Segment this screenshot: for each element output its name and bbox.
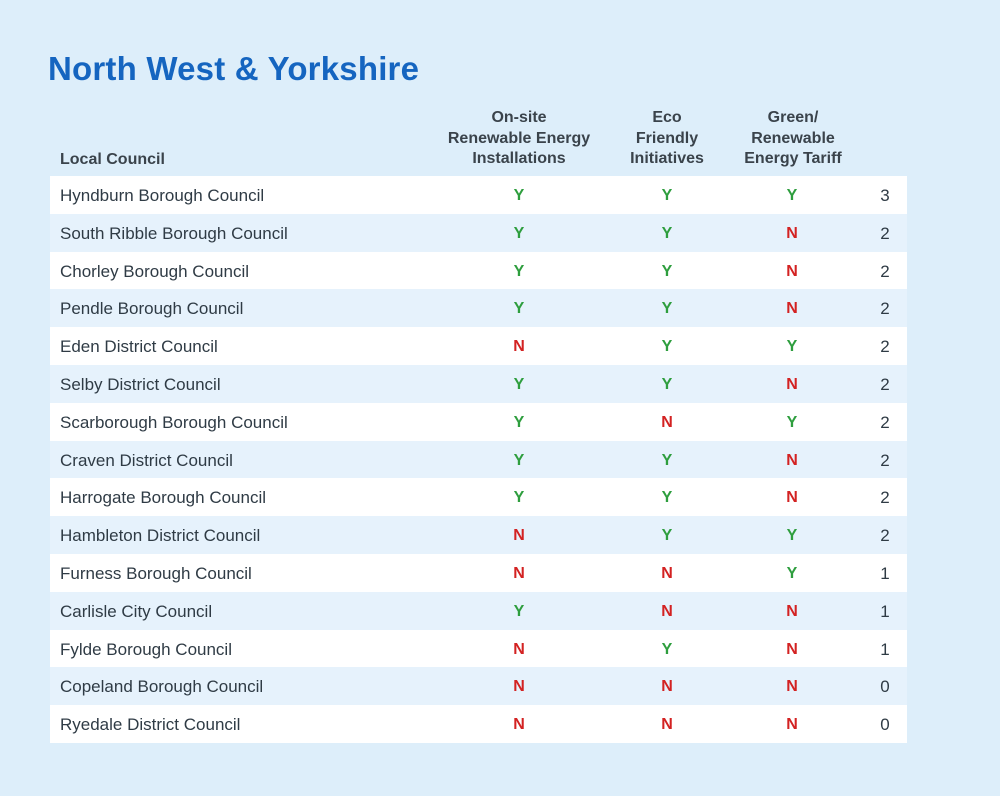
onsite-indicator: N <box>513 640 525 658</box>
council-score: 2 <box>880 488 890 508</box>
table-row: Scarborough Borough Council Y N Y 2 <box>50 402 907 441</box>
green-indicator: Y <box>786 338 798 356</box>
table-row: Craven District Council Y Y N 2 <box>50 440 907 479</box>
green-indicator: N <box>786 262 798 280</box>
green-indicator: N <box>786 716 798 734</box>
council-name: Ryedale District Council <box>60 715 241 735</box>
onsite-indicator: N <box>513 564 525 582</box>
council-score: 2 <box>880 374 890 394</box>
council-score: 0 <box>880 715 890 735</box>
green-indicator: Y <box>786 187 798 204</box>
table-row: Eden District Council N Y Y 2 <box>50 327 907 365</box>
eco-indicator: Y <box>661 640 673 658</box>
green-indicator: N <box>786 375 798 393</box>
eco-indicator: Y <box>661 262 673 280</box>
table-row: Copeland Borough Council N N N 0 <box>50 667 907 706</box>
table-row: Selby District Council Y Y N 2 <box>50 364 907 403</box>
onsite-indicator: N <box>513 678 525 696</box>
council-score: 2 <box>880 526 890 546</box>
eco-indicator: Y <box>661 300 673 318</box>
council-name: Pendle Borough Council <box>60 299 244 319</box>
council-table: Hyndburn Borough Council Y Y Y 3 South Ribble… <box>50 176 907 743</box>
onsite-indicator: Y <box>513 413 525 431</box>
onsite-indicator: Y <box>513 224 525 242</box>
onsite-indicator: Y <box>513 602 525 620</box>
eco-indicator: Y <box>661 527 673 545</box>
eco-indicator: N <box>661 678 673 696</box>
table-row: Hambleton District Council N Y Y 2 <box>50 516 907 554</box>
council-name: Chorley Borough Council <box>60 261 249 281</box>
header-local-council: Local Council <box>60 150 165 168</box>
table-row: Chorley Borough Council Y Y N 2 <box>50 251 907 290</box>
council-score: 2 <box>880 412 890 432</box>
council-name: Hambleton District Council <box>60 526 261 546</box>
onsite-indicator: Y <box>513 375 525 393</box>
eco-indicator: Y <box>661 489 673 507</box>
council-name: Selby District Council <box>60 374 221 394</box>
onsite-indicator: Y <box>513 451 525 469</box>
council-name: Furness Borough Council <box>60 563 252 583</box>
council-score: 0 <box>880 677 890 697</box>
green-indicator: Y <box>786 413 798 431</box>
green-indicator: Y <box>786 564 798 582</box>
page-title: North West & Yorkshire <box>48 50 420 87</box>
table-header: Local Council On-site Renewable Energy I… <box>50 108 907 176</box>
onsite-indicator: N <box>513 716 525 734</box>
header-eco-friendly: Eco Friendly Initiatives <box>630 109 704 167</box>
council-score: 1 <box>880 639 890 659</box>
eco-indicator: Y <box>661 187 673 204</box>
council-name: South Ribble Borough Council <box>60 223 288 243</box>
council-score: 1 <box>880 563 890 583</box>
onsite-indicator: N <box>513 527 525 545</box>
council-score: 2 <box>880 261 890 281</box>
onsite-indicator: Y <box>513 262 525 280</box>
onsite-indicator: Y <box>513 489 525 507</box>
council-name: Eden District Council <box>60 337 218 357</box>
council-name: Fylde Borough Council <box>60 639 232 659</box>
green-indicator: N <box>786 489 798 507</box>
green-indicator: N <box>786 224 798 242</box>
table-row: Furness Borough Council N N Y 1 <box>50 553 907 592</box>
onsite-indicator: Y <box>513 187 525 204</box>
council-name: Copeland Borough Council <box>60 677 264 697</box>
green-indicator: Y <box>786 527 798 545</box>
council-name: Harrogate Borough Council <box>60 488 267 508</box>
table-row: Pendle Borough Council Y Y N 2 <box>50 289 907 328</box>
header-green-tariff: Green/ Renewable Energy Tariff <box>744 109 842 167</box>
table-row: Fylde Borough Council N Y N 1 <box>50 629 907 668</box>
council-score: 3 <box>880 186 890 205</box>
header-onsite-renewable: On-site Renewable Energy Installations <box>447 109 591 167</box>
eco-indicator: N <box>661 564 673 582</box>
eco-indicator: N <box>661 716 673 734</box>
council-score: 2 <box>880 337 890 357</box>
council-score: 2 <box>880 450 890 470</box>
table-row: Carlisle City Council Y N N 1 <box>50 591 907 630</box>
green-indicator: N <box>786 451 798 469</box>
table-row: South Ribble Borough Council Y Y N 2 <box>50 213 907 252</box>
eco-indicator: N <box>661 602 673 620</box>
eco-indicator: Y <box>661 224 673 242</box>
council-name: Craven District Council <box>60 450 233 470</box>
green-indicator: N <box>786 678 798 696</box>
onsite-indicator: N <box>513 338 525 356</box>
eco-indicator: Y <box>661 375 673 393</box>
green-indicator: N <box>786 602 798 620</box>
council-name: Scarborough Borough Council <box>60 412 288 432</box>
green-indicator: N <box>786 640 798 658</box>
eco-indicator: Y <box>661 451 673 469</box>
council-name: Carlisle City Council <box>60 601 213 621</box>
green-indicator: N <box>786 300 798 318</box>
council-score: 1 <box>880 601 890 621</box>
table-row: Harrogate Borough Council Y Y N 2 <box>50 478 907 517</box>
onsite-indicator: Y <box>513 300 525 318</box>
eco-indicator: N <box>661 413 673 431</box>
eco-indicator: Y <box>661 338 673 356</box>
table-row: Hyndburn Borough Council Y Y Y 3 <box>50 176 907 214</box>
council-score: 2 <box>880 223 890 243</box>
table-row: Ryedale District Council N N N 0 <box>50 705 907 743</box>
council-name: Hyndburn Borough Council <box>60 186 265 205</box>
council-score: 2 <box>880 299 890 319</box>
